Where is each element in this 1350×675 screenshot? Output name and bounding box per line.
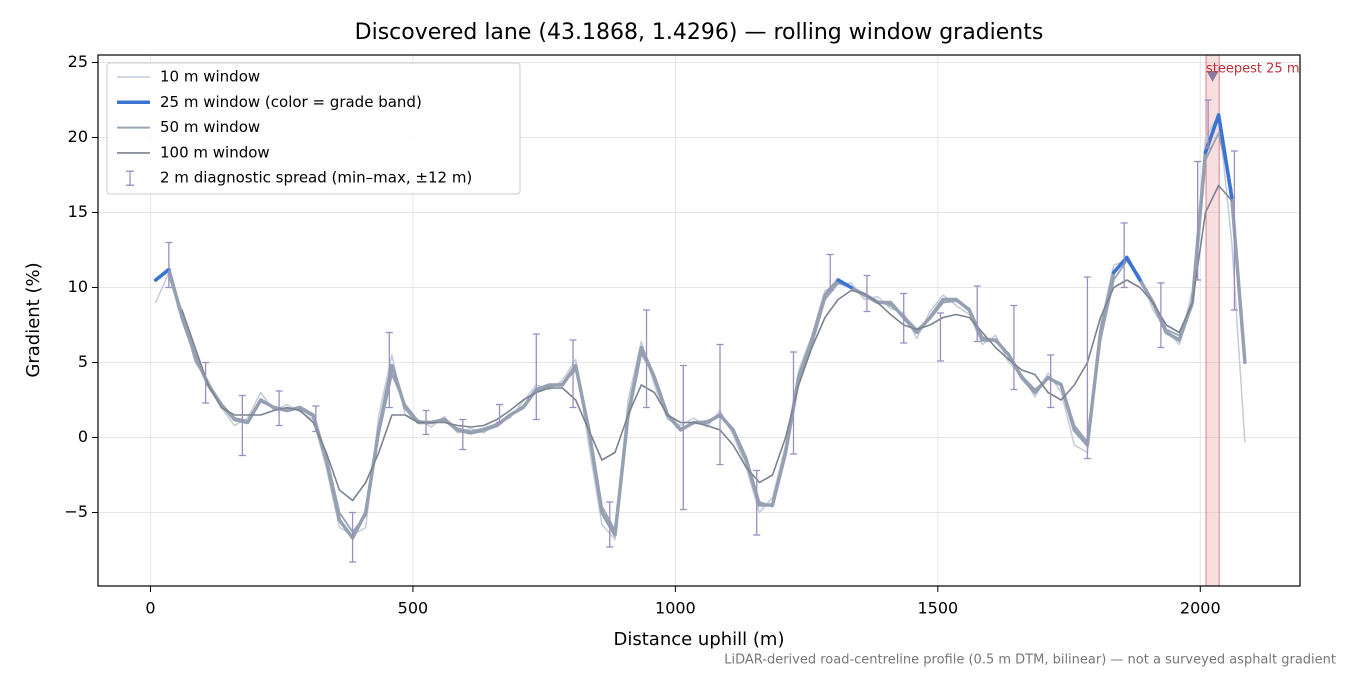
- legend-label: 50 m window: [160, 118, 260, 136]
- legend-label: 10 m window: [160, 68, 260, 86]
- series-line: [181, 184, 1233, 502]
- error-bar: [385, 331, 393, 409]
- error-bar: [716, 343, 724, 466]
- y-tick-label: 0: [78, 427, 88, 446]
- error-bar: [789, 351, 797, 455]
- y-tick-label: 25: [68, 52, 88, 71]
- y-axis-label: Gradient (%): [23, 262, 44, 377]
- y-tick-label: 5: [78, 352, 88, 371]
- legend-label: 25 m window (color = grade band): [160, 93, 422, 111]
- series-line: [153, 113, 1247, 540]
- error-bar: [1194, 160, 1202, 281]
- y-tick-label: 15: [68, 202, 88, 221]
- error-bar: [643, 309, 651, 409]
- legend-label: 100 m window: [160, 143, 270, 161]
- x-tick-label: 1000: [655, 599, 696, 618]
- error-bar: [826, 253, 834, 292]
- error-bar: [165, 241, 173, 289]
- error-bar: [349, 511, 357, 563]
- error-bar: [459, 418, 467, 451]
- error-bar: [1204, 99, 1212, 149]
- steepest-label: steepest 25 m: [1206, 62, 1299, 77]
- legend-label: 2 m diagnostic spread (min–max, ±12 m): [160, 169, 472, 187]
- error-bar: [275, 390, 283, 427]
- error-bar: [973, 285, 981, 343]
- y-tick-label: −5: [64, 502, 88, 521]
- legend-box: [106, 62, 521, 195]
- error-bar: [1120, 222, 1128, 289]
- chart-title: Discovered lane (43.1868, 1.4296) — roll…: [355, 20, 1044, 45]
- error-bar: [1230, 150, 1238, 311]
- error-bar: [1047, 354, 1055, 409]
- error-bar: [496, 403, 504, 424]
- error-bar: [312, 405, 320, 433]
- grade-band-segment: [1216, 113, 1234, 200]
- x-tick-label: 500: [398, 599, 429, 618]
- error-bar: [202, 361, 210, 404]
- grade-band-segment: [153, 267, 171, 282]
- error-bar: [238, 394, 246, 457]
- y-tick-label: 10: [68, 277, 88, 296]
- error-bar: [606, 501, 614, 548]
- error-bar: [1010, 304, 1018, 391]
- x-tick-label: 2000: [1180, 599, 1221, 618]
- grade-band-segment: [836, 278, 853, 290]
- plot-frame: [97, 54, 1301, 587]
- error-bar: [1157, 282, 1165, 349]
- error-bar: [569, 339, 577, 409]
- error-bar: [863, 274, 871, 313]
- x-axis-label: Distance uphill (m): [614, 629, 785, 650]
- grade-band-segment: [1125, 255, 1142, 282]
- y-tick-label: 20: [68, 127, 88, 146]
- x-tick-label: 1500: [917, 599, 958, 618]
- steepest-marker: [1206, 71, 1219, 82]
- error-bar: [753, 469, 761, 536]
- x-tick-label: 0: [145, 599, 155, 618]
- error-bar: [900, 292, 908, 344]
- error-bar: [679, 364, 687, 511]
- footnote: LiDAR-derived road-centreline profile (0…: [724, 653, 1336, 668]
- error-bar: [422, 409, 430, 436]
- error-bar: [1083, 276, 1091, 460]
- error-bar: [936, 312, 944, 362]
- error-bar: [532, 333, 540, 421]
